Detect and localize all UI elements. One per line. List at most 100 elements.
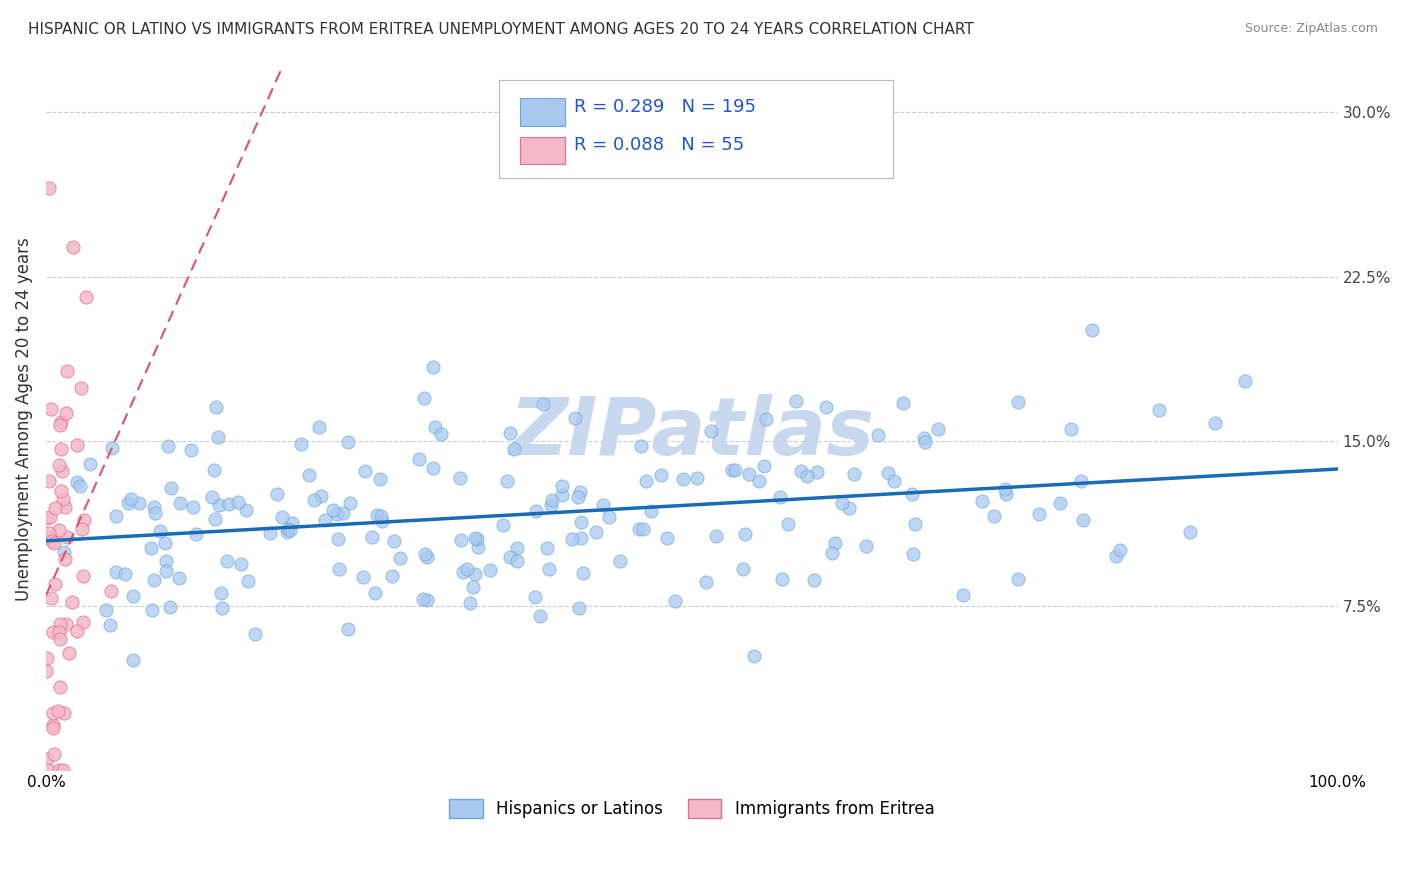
Point	[42, 721, 65, 735]
Point	[450, 533, 472, 547]
Point	[672, 472, 695, 486]
Point	[1178, 525, 1201, 540]
Point	[42, 747, 65, 761]
Point	[723, 462, 745, 476]
Point	[149, 524, 172, 538]
Point	[416, 592, 439, 607]
Point	[1081, 323, 1104, 337]
Point	[536, 541, 558, 556]
Point	[664, 594, 686, 608]
Point	[734, 527, 756, 541]
Point	[128, 495, 150, 509]
Point	[159, 599, 181, 614]
Point	[752, 458, 775, 473]
Point	[352, 570, 374, 584]
Point	[388, 550, 411, 565]
Point	[891, 395, 914, 409]
Point	[1049, 496, 1071, 510]
Point	[499, 426, 522, 441]
Point	[831, 496, 853, 510]
Point	[502, 442, 524, 456]
Point	[995, 487, 1018, 501]
Point	[72, 615, 94, 629]
Point	[529, 608, 551, 623]
Point	[100, 584, 122, 599]
Point	[634, 474, 657, 488]
Point	[328, 562, 350, 576]
Point	[38, 181, 60, 195]
Point	[640, 503, 662, 517]
Legend: Hispanics or Latinos, Immigrants from Eritrea: Hispanics or Latinos, Immigrants from Er…	[443, 792, 941, 825]
Point	[155, 535, 177, 549]
Point	[49, 681, 72, 695]
Point	[336, 435, 359, 450]
Point	[155, 553, 177, 567]
Point	[551, 488, 574, 502]
Point	[70, 522, 93, 536]
Point	[413, 547, 436, 561]
Text: HISPANIC OR LATINO VS IMMIGRANTS FROM ERITREA UNEMPLOYMENT AMONG AGES 20 TO 24 Y: HISPANIC OR LATINO VS IMMIGRANTS FROM ER…	[28, 22, 974, 37]
Point	[458, 596, 481, 610]
Point	[382, 533, 405, 548]
Point	[686, 471, 709, 485]
Point	[226, 495, 249, 509]
Point	[143, 506, 166, 520]
Point	[900, 487, 922, 501]
Point	[499, 549, 522, 564]
Point	[75, 290, 97, 304]
Point	[464, 531, 486, 545]
Point	[704, 529, 727, 543]
Point	[550, 479, 572, 493]
Point	[1007, 395, 1029, 409]
Point	[96, 603, 118, 617]
Point	[381, 569, 404, 583]
Point	[49, 484, 72, 499]
Point	[142, 500, 165, 514]
Point	[142, 573, 165, 587]
Text: R = 0.088   N = 55: R = 0.088 N = 55	[574, 136, 744, 154]
Point	[48, 417, 70, 432]
Point	[540, 498, 562, 512]
Point	[62, 240, 84, 254]
Point	[430, 427, 453, 442]
Text: Source: ZipAtlas.com: Source: ZipAtlas.com	[1244, 22, 1378, 36]
Point	[742, 649, 765, 664]
Point	[883, 474, 905, 488]
Point	[360, 530, 382, 544]
Point	[738, 467, 761, 482]
Point	[912, 431, 935, 445]
Point	[141, 603, 163, 617]
Point	[51, 442, 73, 457]
Point	[49, 616, 72, 631]
Point	[180, 442, 202, 457]
Point	[456, 562, 478, 576]
Point	[903, 547, 925, 561]
Point	[235, 503, 257, 517]
Point	[114, 566, 136, 581]
Point	[69, 479, 91, 493]
Point	[72, 568, 94, 582]
Point	[39, 510, 62, 524]
Point	[281, 516, 304, 530]
Point	[38, 474, 60, 488]
Point	[449, 471, 471, 485]
Point	[276, 524, 298, 539]
Point	[58, 646, 80, 660]
Point	[423, 419, 446, 434]
Point	[731, 562, 754, 576]
Point	[531, 397, 554, 411]
Point	[569, 485, 592, 500]
Point	[609, 553, 631, 567]
Point	[838, 501, 860, 516]
Point	[633, 522, 655, 536]
Point	[66, 475, 89, 490]
Point	[506, 554, 529, 568]
Point	[117, 496, 139, 510]
Point	[259, 525, 281, 540]
Point	[492, 518, 515, 533]
Point	[184, 527, 207, 541]
Point	[169, 495, 191, 509]
Point	[796, 468, 818, 483]
Point	[41, 530, 63, 544]
Point	[236, 574, 259, 588]
